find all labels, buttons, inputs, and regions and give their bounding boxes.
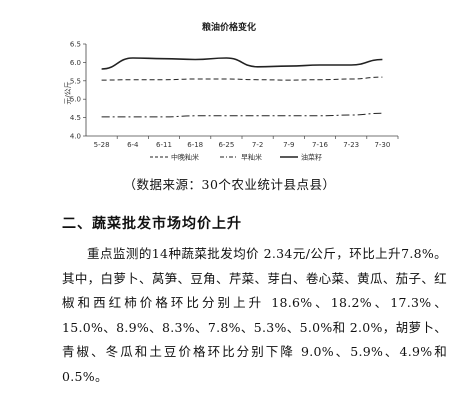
x-tick-label: 7-30 <box>374 141 390 149</box>
y-tick-label: 4.5 <box>70 114 81 122</box>
legend-label: 油菜籽 <box>301 153 322 162</box>
x-tick-label: 7-2 <box>252 141 263 149</box>
series-line-1 <box>101 112 383 118</box>
price-chart: 粮油价格变化 元/公斤 6.5 6.0 5.5 5.0 4.5 4.0 5-28 6-4 6-1… <box>0 0 459 175</box>
body-paragraph: 重点监测的14种蔬菜批发均价 2.34元/公斤，环比上升7.8%。其中，白萝卜、… <box>62 246 447 384</box>
x-tick-label: 6-18 <box>187 141 203 149</box>
source-note: （数据来源：30个农业统计县点县） <box>123 177 336 192</box>
x-tick-label: 7-23 <box>343 141 359 149</box>
legend-label: 中晚籼米 <box>171 153 199 162</box>
x-tick-label: 7-9 <box>283 141 294 149</box>
y-tick-label: 6.0 <box>70 59 81 67</box>
legend-label: 早籼米 <box>241 153 262 162</box>
series-line-0 <box>101 76 383 81</box>
x-tick-label: 6-4 <box>127 141 139 149</box>
series-lines <box>101 57 383 118</box>
chart-canvas: 粮油价格变化 元/公斤 6.5 6.0 5.5 5.0 4.5 4.0 5-28 6-4 6-1… <box>63 21 399 162</box>
y-axis-label: 元/公斤 <box>63 81 72 104</box>
y-tick-label: 4.0 <box>70 133 81 141</box>
chart-title: 粮油价格变化 <box>202 21 256 33</box>
section-heading: 二、蔬菜批发市场均价上升 <box>62 216 242 232</box>
x-tick-label: 6-11 <box>156 141 172 149</box>
y-tick-label: 5.0 <box>70 96 81 104</box>
axes: 6.5 6.0 5.5 5.0 4.5 4.0 5-28 6-4 6-11 6-18 6-25 7-2… <box>70 41 399 149</box>
series-line-2 <box>101 57 383 70</box>
y-tick-label: 5.5 <box>70 77 81 85</box>
x-tick-label: 7-16 <box>312 141 328 149</box>
legend: 中晚籼米 早籼米 油菜籽 <box>150 153 322 162</box>
x-tick-label: 5-28 <box>94 141 110 149</box>
x-tick-label: 6-25 <box>218 141 234 149</box>
y-tick-label: 6.5 <box>70 41 81 49</box>
